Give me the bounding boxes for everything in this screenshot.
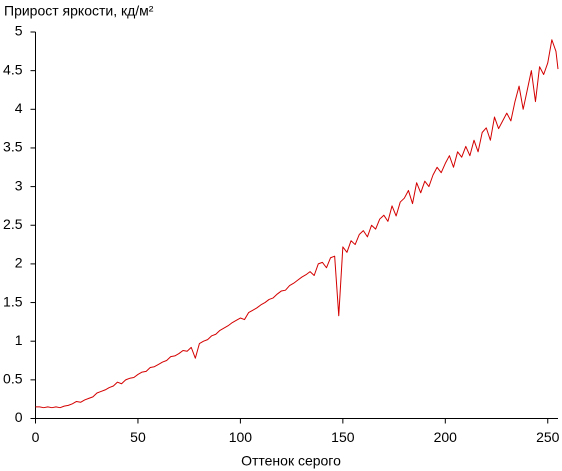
y-tick-label: 3.5 [3,139,23,155]
y-tick-label: 4 [15,100,23,116]
y-tick-label: 2 [15,255,23,271]
y-tick-label: 5 [15,23,23,39]
x-tick-label: 100 [229,429,253,445]
data-line [35,39,559,409]
y-tick-label: 0.5 [3,371,23,387]
y-tick-label: 1.5 [3,293,23,309]
y-tick-label: 1 [15,332,23,348]
y-tick-label: 0 [15,409,23,425]
x-tick-label: 250 [536,429,560,445]
x-tick-label: 150 [331,429,355,445]
y-tick-label: 3 [15,177,23,193]
x-tick-label: 50 [130,429,146,445]
y-tick-label: 2.5 [3,216,23,232]
y-tick-label: 4.5 [3,61,23,77]
x-tick-label: 0 [32,429,40,445]
chart-title: Прирост яркости, кд/м² [4,3,154,19]
x-tick-label: 200 [434,429,458,445]
x-axis-label: Оттенок серого [241,453,341,469]
